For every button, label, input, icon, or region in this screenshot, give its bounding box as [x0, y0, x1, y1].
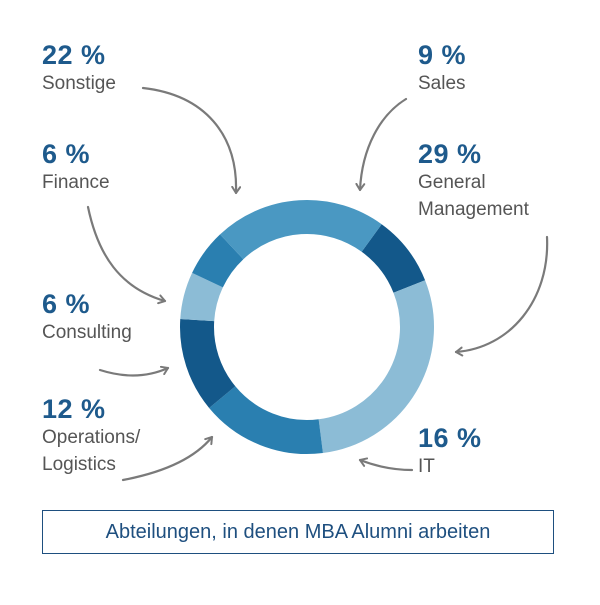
donut-slice-operations-logistics [180, 319, 236, 408]
donut-slice-it [209, 385, 323, 454]
arrow-finance [86, 205, 167, 305]
donut-slice-consulting [180, 272, 224, 322]
slice-label-sonstige: 22 % Sonstige [42, 40, 116, 97]
slice-label-finance: 6 % Finance [42, 139, 110, 196]
slice-label-consulting: 6 % Consulting [42, 289, 132, 346]
slice-label-sales: 9 % Sales [418, 40, 466, 97]
category-label-general-management: General Management [418, 169, 529, 223]
category-label-finance: Finance [42, 172, 110, 193]
category-label-consulting: Consulting [42, 322, 132, 343]
category-label-it: IT [418, 456, 435, 477]
slice-label-it: 16 % IT [418, 423, 482, 480]
slice-label-general-management: 29 % General Management [418, 139, 529, 223]
donut-slice-finance [192, 234, 244, 288]
value-label-finance: 6 % [42, 139, 91, 169]
arrow-operations [121, 435, 214, 482]
donut-slices [180, 200, 434, 454]
value-label-consulting: 6 % [42, 289, 91, 319]
donut-slice-general-management [318, 280, 434, 453]
value-label-it: 16 % [418, 423, 482, 453]
category-label-sales: Sales [418, 73, 466, 94]
value-label-sonstige: 22 % [42, 40, 106, 70]
category-label-operations-logistics: Operations/ Logistics [42, 424, 140, 478]
arrow-sonstige [141, 86, 242, 195]
arrow-general-management [454, 235, 549, 357]
category-label-line: General [418, 172, 486, 193]
donut-slice-sonstige [220, 200, 382, 260]
category-label-line: Management [418, 199, 529, 220]
category-label-line: Operations/ [42, 427, 141, 448]
donut-slice-sales [361, 224, 426, 294]
category-label-sonstige: Sonstige [42, 73, 116, 94]
arrow-sales [355, 97, 408, 192]
value-label-sales: 9 % [418, 40, 467, 70]
slice-label-operations-logistics: 12 % Operations/ Logistics [42, 394, 140, 478]
chart-caption: Abteilungen, in denen MBA Alumni arbeite… [42, 510, 554, 554]
value-label-general-management: 29 % [418, 139, 482, 169]
arrow-consulting [98, 365, 170, 377]
arrow-it [358, 457, 414, 472]
category-label-line: Logistics [42, 454, 116, 475]
value-label-operations-logistics: 12 % [42, 394, 106, 424]
callout-arrows [86, 86, 549, 482]
